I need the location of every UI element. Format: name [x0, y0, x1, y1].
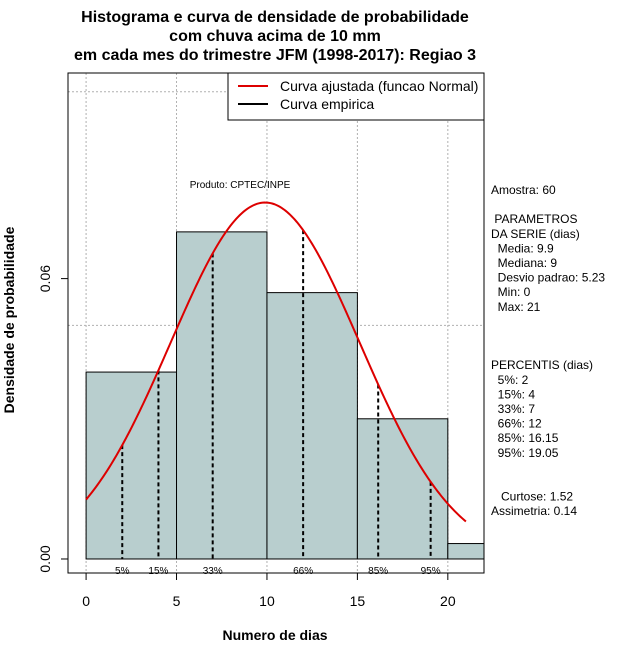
stats-line-0: Amostra: 60: [491, 183, 556, 197]
stats-line-13: 5%: 2: [491, 373, 529, 387]
histogram-bars: [85, 231, 485, 560]
stats-line-8: Max: 21: [491, 300, 541, 314]
y-tick-label-1: 0.06: [37, 265, 53, 292]
product-annotation: Produto: CPTEC/INPE: [190, 180, 291, 191]
x-axis-label: Numero de dias: [222, 627, 327, 643]
x-tick-label-1: 5: [173, 593, 181, 609]
histogram-bar-1: [176, 231, 268, 560]
legend-label-empirical: Curva empirica: [280, 96, 374, 112]
percentile-label-2: 33%: [203, 566, 223, 577]
normal-curve: [85, 201, 467, 523]
histogram-bar-3: [356, 418, 449, 560]
percentile-label-3: 66%: [293, 566, 313, 577]
stats-line-14: 15%: 4: [491, 387, 535, 401]
stats-line-3: DA SERIE (dias): [491, 227, 580, 241]
y-axis-label: Densidade de probabilidade: [1, 226, 17, 413]
stats-line-16: 66%: 12: [491, 417, 542, 431]
percentile-label-5: 95%: [421, 566, 441, 577]
histogram-bar-2: [266, 292, 358, 560]
chart-title-line-1: Histograma e curva de densidade de proba…: [81, 9, 469, 26]
percentile-label-0: 5%: [115, 566, 130, 577]
stats-line-17: 85%: 16.15: [491, 431, 559, 445]
percentile-label-4: 85%: [368, 566, 388, 577]
x-tick-label-0: 0: [82, 593, 90, 609]
stats-line-15: 33%: 7: [491, 402, 535, 416]
axes: 0 5 10 15 20 0.00 0.06: [37, 265, 456, 609]
normal-curve-layer: [85, 201, 467, 523]
x-tick-label-3: 15: [350, 593, 366, 609]
x-tick-label-4: 20: [440, 593, 456, 609]
stats-line-5: Mediana: 9: [491, 256, 557, 270]
stats-line-22: Assimetria: 0.14: [491, 504, 577, 518]
stats-line-4: Media: 9.9: [491, 241, 554, 255]
percentile-label-1: 15%: [148, 566, 168, 577]
stats-line-6: Desvio padrao: 5.23: [491, 271, 605, 285]
stats-line-18: 95%: 19.05: [491, 446, 559, 460]
legend-label-normal: Curva ajustada (funcao Normal): [280, 78, 478, 94]
percentile-lines: 5% 15% 33% 66% 85% 95%: [115, 230, 441, 577]
histogram-bar-4: [447, 543, 485, 560]
stats-line-21: Curtose: 1.52: [491, 490, 573, 504]
chart-title-line-3: em cada mes do trimestre JFM (1998-2017)…: [74, 47, 476, 64]
y-tick-label-0: 0.00: [37, 545, 53, 572]
stats-line-12: PERCENTIS (dias): [491, 358, 593, 372]
legend: Curva ajustada (funcao Normal) Curva emp…: [227, 72, 485, 121]
stats-line-2: PARAMETROS: [491, 212, 577, 226]
x-tick-label-2: 10: [259, 593, 275, 609]
legend-box: [227, 72, 485, 121]
chart-title-line-2: com chuva acima de 10 mm: [169, 28, 381, 45]
histogram-bar-0: [85, 371, 178, 560]
stats-line-7: Min: 0: [491, 285, 531, 299]
